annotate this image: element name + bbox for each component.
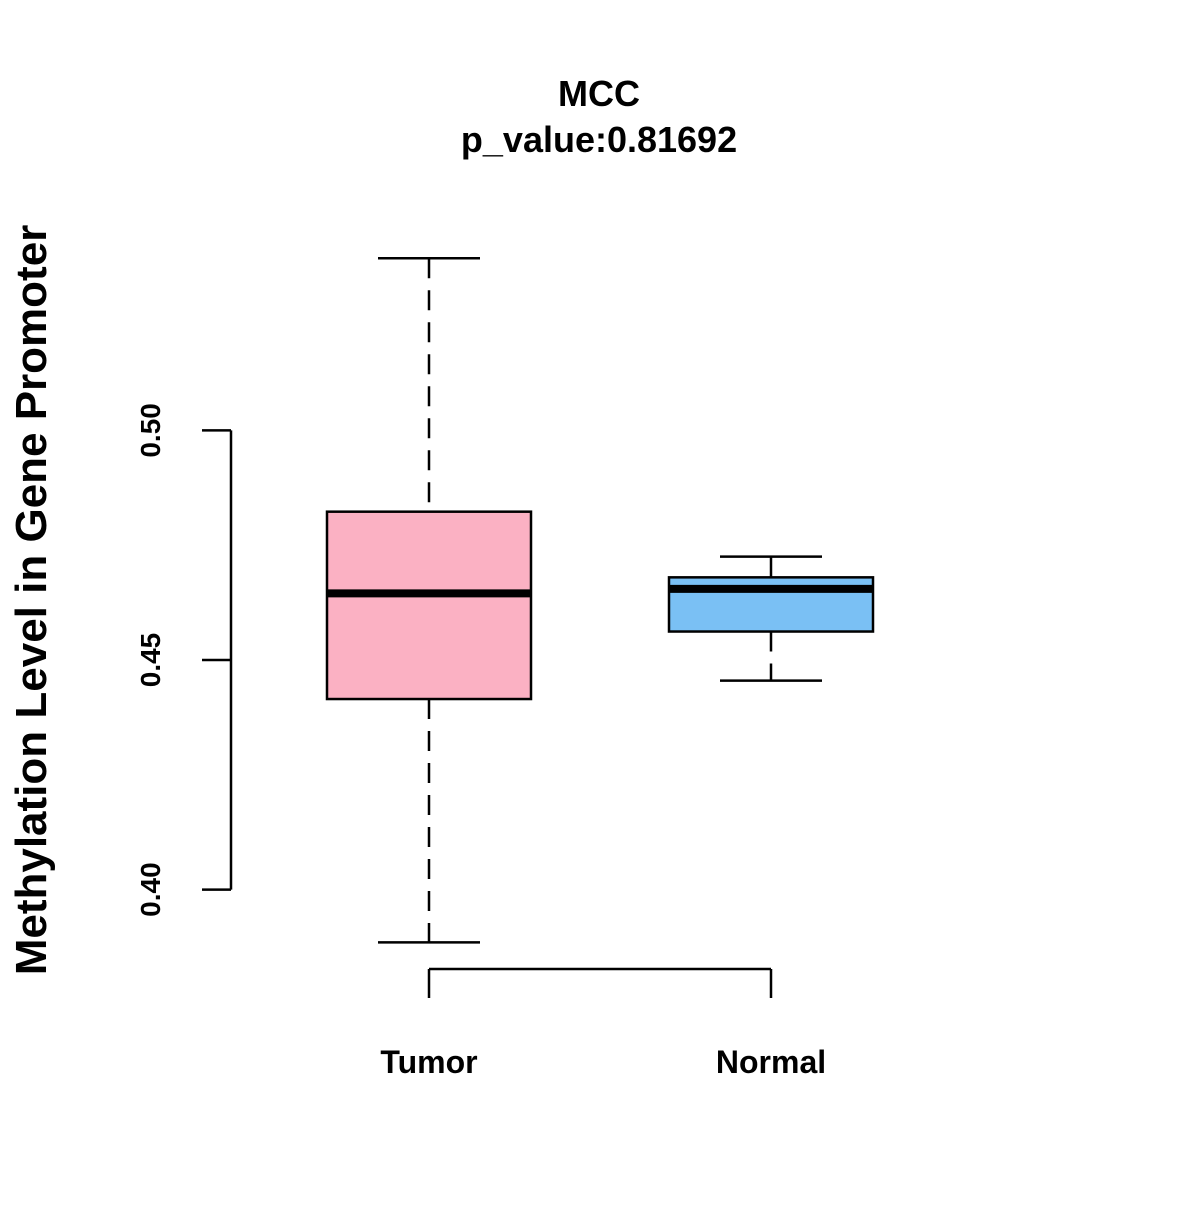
chart-subtitle: p_value:0.81692 (461, 119, 737, 160)
box-group (325, 256, 875, 944)
y-tick-label: 0.45 (135, 633, 166, 688)
x-tick-label: Normal (716, 1044, 826, 1080)
y-axis: 0.40 0.45 0.50 (135, 403, 233, 917)
y-tick-label: 0.40 (135, 862, 166, 917)
y-tick-label: 0.50 (135, 403, 166, 458)
x-tick-label: Tumor (380, 1044, 477, 1080)
y-axis-label: Methylation Level in Gene Promoter (7, 225, 56, 976)
box-normal (667, 555, 875, 682)
chart-title: MCC (558, 73, 640, 114)
x-axis: Tumor Normal (380, 967, 826, 1080)
box-tumor (325, 256, 533, 944)
iqr-box (325, 510, 533, 701)
